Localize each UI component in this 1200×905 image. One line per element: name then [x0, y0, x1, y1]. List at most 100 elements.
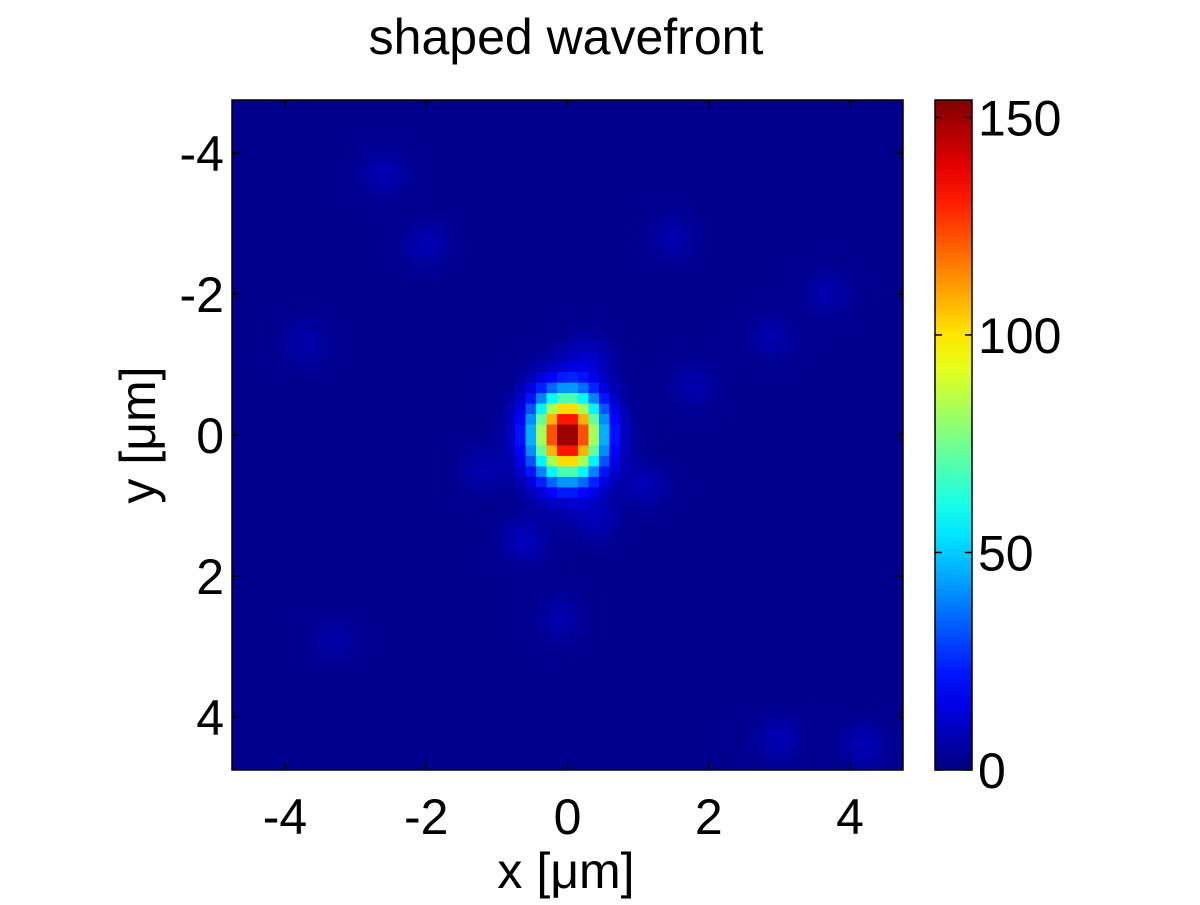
- heatmap-cell: [504, 257, 516, 269]
- heatmap-cell: [598, 738, 611, 750]
- heatmap-cell: [399, 623, 411, 635]
- heatmap-cell: [252, 560, 265, 572]
- heatmap-cell: [619, 592, 631, 604]
- heatmap-cell: [714, 340, 726, 352]
- heatmap-cell: [378, 550, 390, 562]
- heatmap-cell: [850, 612, 862, 625]
- heatmap-cell: [714, 152, 726, 164]
- heatmap-cell: [557, 225, 569, 237]
- heatmap-cell: [504, 518, 516, 530]
- heatmap-cell: [252, 508, 265, 520]
- heatmap-cell: [724, 602, 736, 614]
- heatmap-cell: [693, 236, 705, 248]
- heatmap-cell: [798, 100, 810, 112]
- heatmap-cell: [252, 728, 265, 740]
- heatmap-cell: [777, 539, 789, 551]
- heatmap-cell: [263, 298, 275, 310]
- heatmap-cell: [829, 382, 841, 394]
- heatmap-cell: [431, 476, 443, 488]
- heatmap-cell: [378, 361, 390, 373]
- heatmap-cell: [273, 550, 286, 562]
- heatmap-cell: [672, 141, 684, 153]
- heatmap-cell: [861, 393, 873, 405]
- heatmap-cell: [892, 644, 903, 656]
- heatmap-cell: [441, 686, 453, 698]
- y-tick-label: 0: [196, 408, 224, 464]
- heatmap-cell: [494, 361, 506, 373]
- heatmap-cell: [567, 623, 579, 635]
- heatmap-cell: [441, 445, 453, 457]
- heatmap-cell: [232, 759, 244, 770]
- heatmap-cell: [536, 204, 548, 216]
- heatmap-cell: [399, 382, 411, 394]
- heatmap-cell: [756, 675, 768, 687]
- heatmap-cell: [410, 183, 422, 195]
- heatmap-cell: [724, 141, 736, 153]
- heatmap-cell: [724, 298, 736, 310]
- heatmap-cell: [850, 602, 862, 614]
- heatmap-cell: [588, 487, 600, 499]
- heatmap-cell: [819, 602, 831, 614]
- heatmap-cell: [242, 225, 254, 237]
- heatmap-cell: [410, 162, 422, 174]
- heatmap-cell: [273, 215, 286, 227]
- heatmap-cell: [735, 131, 747, 143]
- heatmap-cell: [420, 654, 432, 666]
- heatmap-cell: [252, 487, 265, 499]
- heatmap-cell: [378, 728, 390, 740]
- heatmap-cell: [777, 340, 789, 352]
- heatmap-cell: [294, 288, 306, 300]
- heatmap-cell: [577, 560, 590, 572]
- heatmap-cell: [724, 560, 736, 572]
- heatmap-cell: [630, 476, 642, 488]
- heatmap-cell: [515, 644, 527, 656]
- heatmap-cell: [567, 654, 579, 666]
- heatmap-cell: [441, 497, 453, 509]
- heatmap-cell: [347, 424, 359, 436]
- heatmap-cell: [504, 152, 516, 164]
- heatmap-cell: [315, 435, 327, 447]
- heatmap-cell: [357, 110, 369, 122]
- heatmap-cell: [640, 414, 652, 426]
- heatmap-cell: [661, 728, 673, 740]
- heatmap-cell: [756, 435, 768, 447]
- heatmap-cell: [609, 351, 621, 363]
- heatmap-cell: [263, 675, 275, 687]
- heatmap-cell: [819, 288, 831, 300]
- heatmap-cell: [787, 592, 799, 604]
- heatmap-cell: [399, 225, 411, 237]
- heatmap-cell: [357, 288, 369, 300]
- heatmap-cell: [410, 309, 422, 321]
- heatmap-cell: [473, 351, 485, 363]
- heatmap-cell: [777, 707, 789, 719]
- heatmap-cell: [882, 110, 894, 122]
- heatmap-cell: [252, 612, 265, 625]
- heatmap-cell: [546, 738, 558, 750]
- heatmap-cell: [326, 267, 338, 279]
- heatmap-cell: [661, 455, 673, 468]
- heatmap-cell: [305, 717, 317, 729]
- heatmap-cell: [808, 141, 820, 153]
- heatmap-cell: [242, 539, 254, 551]
- heatmap-cell: [452, 319, 464, 331]
- heatmap-cell: [892, 351, 903, 363]
- heatmap-cell: [536, 633, 548, 645]
- heatmap-cell: [651, 246, 663, 258]
- heatmap-cell: [861, 257, 873, 269]
- heatmap-cell: [661, 487, 673, 499]
- heatmap-cell: [787, 686, 799, 698]
- heatmap-cell: [735, 497, 747, 509]
- heatmap-cell: [232, 560, 244, 572]
- heatmap-cell: [640, 686, 652, 698]
- heatmap-cell: [284, 162, 296, 174]
- heatmap-cell: [892, 560, 903, 572]
- heatmap-cell: [577, 487, 590, 499]
- heatmap-cell: [840, 319, 852, 331]
- heatmap-cell: [819, 686, 831, 698]
- heatmap-cell: [714, 445, 726, 457]
- heatmap-cell: [483, 738, 495, 750]
- heatmap-cell: [515, 120, 527, 133]
- heatmap-cell: [703, 581, 715, 593]
- heatmap-cell: [808, 183, 820, 195]
- heatmap-cell: [766, 654, 778, 666]
